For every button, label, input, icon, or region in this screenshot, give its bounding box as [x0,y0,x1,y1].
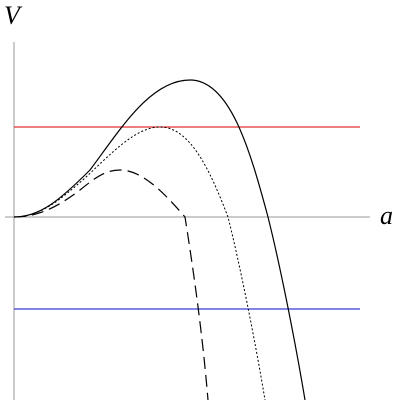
y-axis-label: V [4,1,23,30]
dashed-curve [13,169,209,400]
dotted-curve [13,126,266,400]
solid-curve [13,79,306,400]
x-axis-label: a [380,201,393,230]
